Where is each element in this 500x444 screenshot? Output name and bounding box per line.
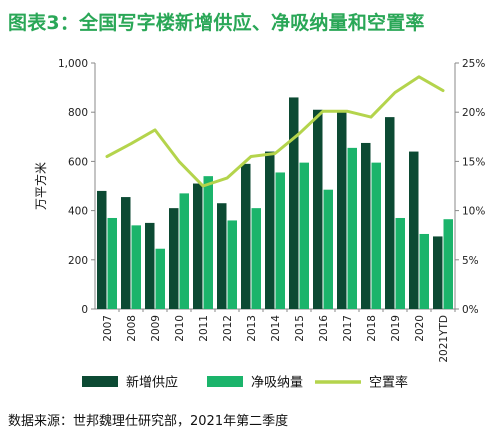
chart-bars <box>97 97 453 310</box>
x-tick-label: 2020 <box>414 315 426 342</box>
bar-supply-2014 <box>265 151 275 309</box>
source-note: 数据来源：世邦魏理仕研究部，2021年第二季度 <box>8 414 289 429</box>
x-tick-label: 2007 <box>102 315 114 342</box>
legend-label-2: 空置率 <box>369 375 408 391</box>
bar-absorption-2011 <box>203 176 213 309</box>
y2-tick-label: 10% <box>462 206 485 218</box>
bar-supply-2010 <box>169 208 179 309</box>
chart-line <box>105 75 445 188</box>
y-tick-label: 200 <box>68 255 88 267</box>
x-tick-label: 2011 <box>198 315 210 342</box>
y2-tick-label: 25% <box>462 58 485 70</box>
legend-swatch-1 <box>207 376 243 387</box>
x-tick-label: 2013 <box>246 315 258 342</box>
x-tick-label: 2019 <box>390 315 402 342</box>
bar-absorption-2016 <box>323 189 333 309</box>
x-tick-label: 2010 <box>174 315 186 342</box>
x-tick-label: 2021YTD <box>438 315 450 363</box>
chart-legend: 新增供应 净吸纳量 空置率 <box>82 375 408 391</box>
legend-label-1: 净吸纳量 <box>251 376 303 391</box>
bar-absorption-2007 <box>107 217 117 309</box>
x-tick-label: 2015 <box>294 315 306 342</box>
x-tick-label: 2018 <box>366 315 378 342</box>
x-tick-label: 2017 <box>342 315 354 342</box>
bar-supply-2020 <box>409 151 419 309</box>
bar-absorption-2021YTD <box>443 219 453 309</box>
bar-absorption-2010 <box>179 193 189 309</box>
bar-supply-2016 <box>313 109 323 310</box>
x-tick-label: 2014 <box>270 315 282 342</box>
legend-swatch-0 <box>82 376 118 387</box>
y2-tick-label: 15% <box>462 156 485 168</box>
y-axis-title: 万平方米 <box>33 162 48 210</box>
bar-absorption-2009 <box>155 248 165 309</box>
bar-absorption-2019 <box>395 217 405 309</box>
bar-supply-2009 <box>145 222 155 309</box>
bar-supply-2017 <box>337 112 347 309</box>
bar-supply-2007 <box>97 190 107 309</box>
y2-tick-label: 20% <box>462 107 485 119</box>
y-tick-label: 800 <box>68 107 88 119</box>
bar-supply-2018 <box>361 142 371 309</box>
bar-absorption-2014 <box>275 172 285 309</box>
y-tick-label: 400 <box>68 206 88 218</box>
bar-supply-2012 <box>217 203 227 309</box>
bar-absorption-2018 <box>371 162 381 309</box>
bar-supply-2008 <box>121 197 131 309</box>
x-tick-label: 2012 <box>222 315 234 342</box>
y2-tick-label: 5% <box>462 255 479 267</box>
chart-axes <box>91 62 459 312</box>
chart-title: 图表3：全国写字楼新增供应、净吸纳量和空置率 <box>8 12 425 34</box>
bar-supply-2015 <box>289 97 299 309</box>
bar-supply-2011 <box>193 183 203 309</box>
x-tick-label: 2016 <box>318 315 330 342</box>
y-tick-label: 0 <box>81 304 88 316</box>
bar-absorption-2008 <box>131 225 141 309</box>
bar-absorption-2015 <box>299 162 309 309</box>
chart-labels: 0 200 400 600 800 1,000 0% 5% 10% 15% 20% 25% 万平方米 20… <box>33 58 485 363</box>
x-tick-label: 2008 <box>126 315 138 342</box>
bar-supply-2013 <box>241 163 251 309</box>
x-tick-label: 2009 <box>150 315 162 342</box>
legend-label-0: 新增供应 <box>126 375 178 391</box>
bar-absorption-2017 <box>347 147 357 309</box>
bar-absorption-2013 <box>251 208 261 309</box>
bar-supply-2019 <box>385 117 395 310</box>
y-tick-label: 1,000 <box>58 58 88 70</box>
bar-supply-2021YTD <box>433 236 443 309</box>
bar-absorption-2020 <box>419 233 429 309</box>
y2-tick-label: 0% <box>462 304 479 316</box>
bar-absorption-2012 <box>227 220 237 309</box>
y-tick-label: 600 <box>68 156 88 168</box>
